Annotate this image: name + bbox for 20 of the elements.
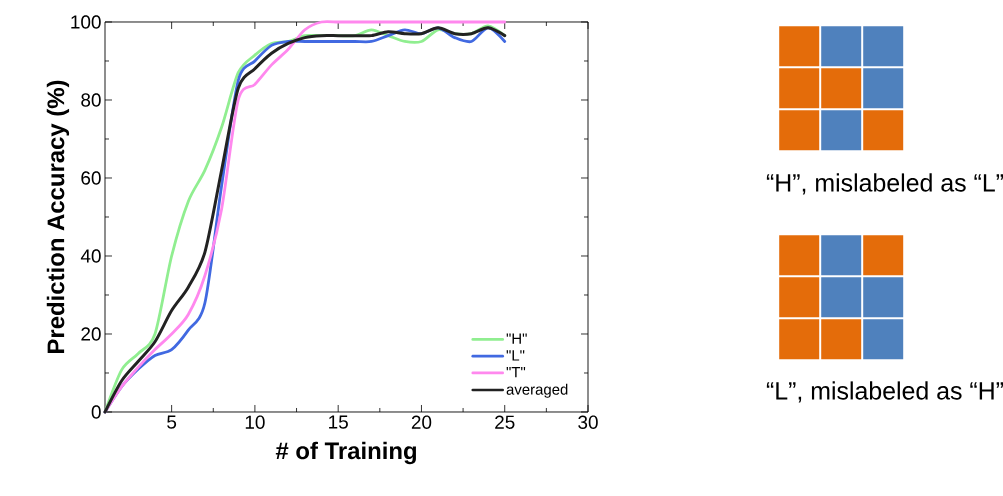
legend-label: averaged bbox=[506, 383, 568, 398]
legend-label: "L" bbox=[506, 350, 525, 361]
x-axis-title: # of Training bbox=[275, 441, 416, 465]
y-tick-label: 20 bbox=[81, 327, 101, 341]
x-tick-label: 20 bbox=[411, 415, 432, 429]
y-tick-label: 100 bbox=[71, 15, 101, 29]
legend-label: "T" bbox=[506, 367, 526, 378]
x-tick-label: 15 bbox=[329, 415, 348, 429]
x-tick-label: 30 bbox=[578, 415, 598, 429]
y-tick-label: 0 bbox=[91, 405, 101, 419]
x-tick-label: 25 bbox=[495, 415, 515, 429]
y-tick-label: 80 bbox=[81, 93, 101, 107]
y-tick-label: 40 bbox=[80, 249, 101, 263]
text: “L”, mislabeled as “H” bbox=[766, 381, 1003, 403]
x-tick-label: 5 bbox=[167, 415, 177, 429]
x-tick-label: 10 bbox=[245, 415, 265, 429]
legend-label: "H" bbox=[506, 333, 527, 344]
y-axis-title: Prediction Accuracy (%) bbox=[46, 80, 70, 353]
text: “H”, mislabeled as “L” bbox=[766, 173, 1003, 195]
y-tick-label: 60 bbox=[81, 171, 101, 185]
